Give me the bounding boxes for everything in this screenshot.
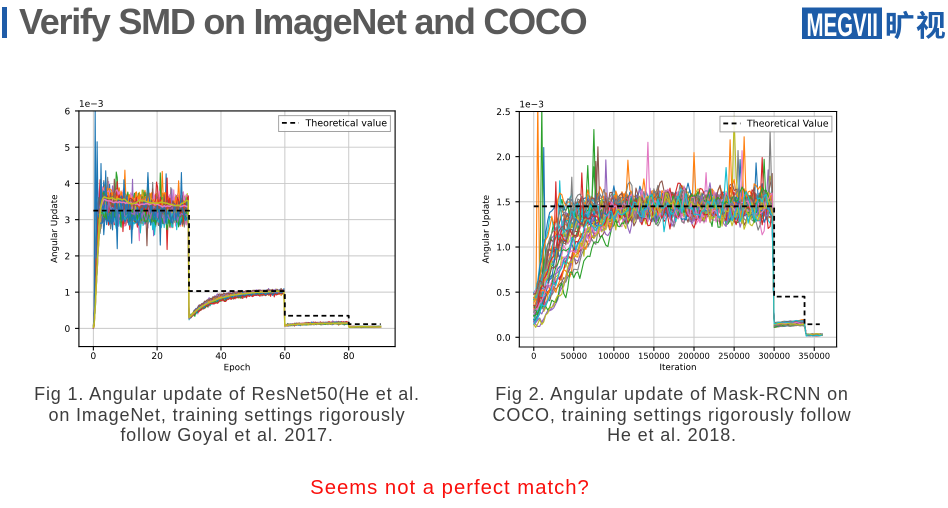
svg-text:MEGVII: MEGVII [806,7,878,41]
